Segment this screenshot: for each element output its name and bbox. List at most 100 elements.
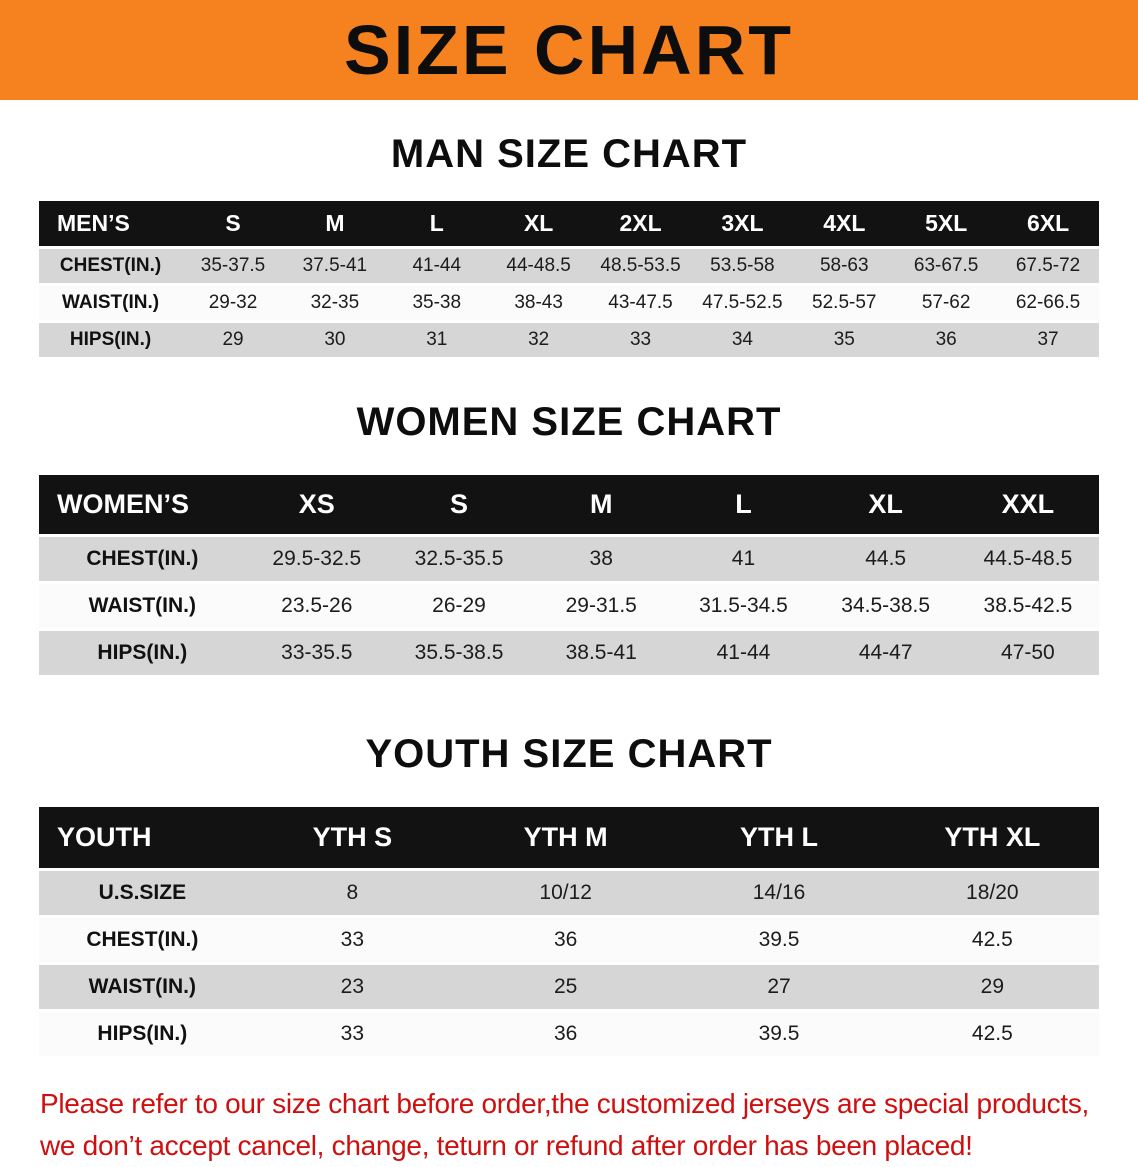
section-heading-youth: YOUTH SIZE CHART — [365, 732, 773, 776]
size-value-cell: 38-43 — [487, 286, 590, 320]
size-value-cell: 8 — [245, 871, 460, 915]
youth-size-column-header: YTH L — [672, 807, 886, 868]
size-value-cell: 47-50 — [956, 631, 1099, 675]
youth-table-title: YOUTH — [39, 807, 246, 868]
youth-size-column-header: YTH XL — [885, 807, 1099, 868]
measurement-row-label: U.S.SIZE — [39, 871, 246, 915]
men-size-column-header: 3XL — [691, 201, 794, 246]
size-value-cell: 29 — [885, 965, 1099, 1009]
size-value-cell: 33 — [589, 323, 692, 357]
measurement-row-label: WAIST(IN.) — [39, 584, 246, 628]
men-size-column-header: S — [182, 201, 284, 246]
size-value-cell: 41 — [672, 537, 815, 581]
size-value-cell: 29-31.5 — [530, 584, 673, 628]
measurement-row-label: CHEST(IN.) — [39, 249, 183, 283]
youth-size-column-header: YTH S — [245, 807, 460, 868]
section-heading-men: MAN SIZE CHART — [390, 132, 748, 176]
size-value-cell: 38 — [530, 537, 673, 581]
size-value-cell: 23.5-26 — [245, 584, 388, 628]
men-size-column-header: XL — [487, 201, 590, 246]
size-value-cell: 53.5-58 — [691, 249, 794, 283]
measurement-row-label: WAIST(IN.) — [39, 965, 246, 1009]
size-value-cell: 29-32 — [182, 286, 284, 320]
size-value-cell: 10/12 — [459, 871, 673, 915]
size-value-cell: 57-62 — [895, 286, 998, 320]
youth-measurement-row: CHEST(IN.) 33 36 39.5 42.5 — [39, 918, 1099, 962]
size-value-cell: 27 — [672, 965, 886, 1009]
youth-measurement-row: WAIST(IN.) 23 25 27 29 — [39, 965, 1099, 1009]
size-value-cell: 62-66.5 — [997, 286, 1099, 320]
men-size-section: MAN SIZE CHART MEN’S S M L XL 2XL 3XL 4XL 5XL 6XL… — [0, 130, 1138, 360]
men-table-title: MEN’S — [39, 201, 183, 246]
women-size-section: WOMEN SIZE CHART WOMEN’S XS S M L XL XXL CHEST(… — [0, 398, 1138, 678]
size-value-cell: 37 — [997, 323, 1099, 357]
size-value-cell: 34.5-38.5 — [814, 584, 957, 628]
men-measurement-row: HIPS(IN.) 29 30 31 32 33 34 35 36 37 — [39, 323, 1099, 357]
size-value-cell: 35-38 — [385, 286, 488, 320]
men-size-column-header: 2XL — [589, 201, 692, 246]
women-table-title: WOMEN’S — [39, 475, 246, 534]
size-value-cell: 23 — [245, 965, 460, 1009]
youth-header-row: YOUTH YTH S YTH M YTH L YTH XL — [39, 807, 1099, 868]
size-value-cell: 29.5-32.5 — [245, 537, 388, 581]
size-value-cell: 44-48.5 — [487, 249, 590, 283]
men-header-row: MEN’S S M L XL 2XL 3XL 4XL 5XL 6XL — [39, 201, 1099, 246]
size-value-cell: 44.5-48.5 — [956, 537, 1099, 581]
men-size-column-header: 6XL — [997, 201, 1099, 246]
size-value-cell: 33 — [245, 1012, 460, 1056]
size-value-cell: 41-44 — [385, 249, 488, 283]
measurement-row-label: CHEST(IN.) — [39, 537, 246, 581]
size-value-cell: 33-35.5 — [245, 631, 388, 675]
size-value-cell: 34 — [691, 323, 794, 357]
size-value-cell: 42.5 — [885, 1012, 1099, 1056]
men-size-column-header: 4XL — [793, 201, 896, 246]
size-value-cell: 42.5 — [885, 918, 1099, 962]
size-value-cell: 32 — [487, 323, 590, 357]
size-value-cell: 35.5-38.5 — [387, 631, 531, 675]
measurement-row-label: HIPS(IN.) — [39, 1012, 246, 1056]
men-size-column-header: L — [385, 201, 488, 246]
size-value-cell: 32.5-35.5 — [387, 537, 531, 581]
size-value-cell: 41-44 — [672, 631, 815, 675]
men-size-column-header: 5XL — [895, 201, 998, 246]
size-value-cell: 32-35 — [283, 286, 386, 320]
men-size-table: MEN’S S M L XL 2XL 3XL 4XL 5XL 6XL CHEST(IN.) 35-37… — [39, 198, 1099, 360]
size-value-cell: 67.5-72 — [997, 249, 1099, 283]
size-value-cell: 48.5-53.5 — [589, 249, 692, 283]
banner-title: SIZE CHART — [344, 11, 794, 89]
women-measurement-row: CHEST(IN.) 29.5-32.5 32.5-35.5 38 41 44.5 44.5… — [39, 537, 1099, 581]
size-value-cell: 58-63 — [793, 249, 896, 283]
size-value-cell: 44-47 — [814, 631, 957, 675]
size-value-cell: 36 — [459, 918, 673, 962]
size-value-cell: 37.5-41 — [283, 249, 386, 283]
size-value-cell: 31.5-34.5 — [672, 584, 815, 628]
youth-measurement-row: U.S.SIZE 8 10/12 14/16 18/20 — [39, 871, 1099, 915]
size-value-cell: 39.5 — [672, 1012, 886, 1056]
size-value-cell: 33 — [245, 918, 460, 962]
women-measurement-row: WAIST(IN.) 23.5-26 26-29 29-31.5 31.5-34.5 34… — [39, 584, 1099, 628]
size-value-cell: 25 — [459, 965, 673, 1009]
size-value-cell: 26-29 — [387, 584, 531, 628]
disclaimer-line-1: Please refer to our size chart before or… — [40, 1088, 1090, 1119]
size-value-cell: 38.5-41 — [530, 631, 673, 675]
disclaimer-line-2: we don’t accept cancel, change, teturn o… — [40, 1130, 973, 1161]
size-value-cell: 38.5-42.5 — [956, 584, 1099, 628]
measurement-row-label: HIPS(IN.) — [39, 631, 246, 675]
women-size-table: WOMEN’S XS S M L XL XXL CHEST(IN.) 29.5-32.5 32.5… — [39, 472, 1099, 678]
size-value-cell: 36 — [459, 1012, 673, 1056]
men-size-column-header: M — [283, 201, 386, 246]
women-header-row: WOMEN’S XS S M L XL XXL — [39, 475, 1099, 534]
youth-size-table: YOUTH YTH S YTH M YTH L YTH XL U.S.SIZE 8 10/12… — [39, 804, 1099, 1059]
men-measurement-row: CHEST(IN.) 35-37.5 37.5-41 41-44 44-48.5 48.5… — [39, 249, 1099, 283]
women-size-column-header: XXL — [956, 475, 1099, 534]
women-measurement-row: HIPS(IN.) 33-35.5 35.5-38.5 38.5-41 41-44 44-… — [39, 631, 1099, 675]
women-size-column-header: S — [387, 475, 531, 534]
size-chart-banner: SIZE CHART — [0, 0, 1138, 100]
youth-size-column-header: YTH M — [459, 807, 673, 868]
women-size-column-header: M — [530, 475, 673, 534]
size-value-cell: 43-47.5 — [589, 286, 692, 320]
size-value-cell: 14/16 — [672, 871, 886, 915]
women-size-column-header: XL — [814, 475, 957, 534]
size-value-cell: 47.5-52.5 — [691, 286, 794, 320]
youth-size-section: YOUTH SIZE CHART YOUTH YTH S YTH M YTH L YTH… — [0, 730, 1138, 1059]
